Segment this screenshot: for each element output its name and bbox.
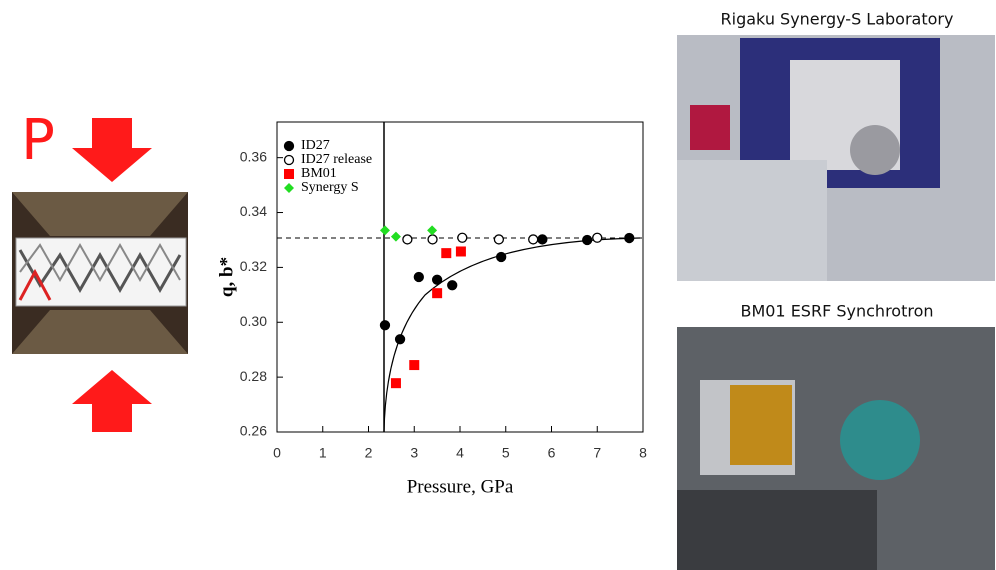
data-point xyxy=(390,378,401,389)
data-point xyxy=(447,280,458,291)
x-tick-label: 5 xyxy=(502,445,510,461)
data-point xyxy=(457,232,468,243)
x-tick-label: 1 xyxy=(319,445,327,461)
fit-curve xyxy=(383,237,641,433)
arrow-up xyxy=(72,370,152,432)
data-point xyxy=(493,234,505,245)
legend-marker xyxy=(284,183,294,193)
y-tick-label: 0.30 xyxy=(240,313,267,329)
data-point xyxy=(537,234,548,245)
data-point xyxy=(413,271,424,283)
data-point xyxy=(441,248,452,259)
photo-bm01 xyxy=(677,327,995,570)
photo-rigaku xyxy=(677,35,995,281)
data-point xyxy=(432,288,443,299)
data-point xyxy=(624,232,635,244)
x-tick-label: 4 xyxy=(456,445,464,461)
x-tick-label: 8 xyxy=(639,445,647,461)
data-point xyxy=(582,234,593,246)
x-tick-label: 7 xyxy=(593,445,601,461)
legend-label: Synergy S xyxy=(301,180,359,195)
x-axis-label: Pressure, GPa xyxy=(407,476,514,497)
data-point xyxy=(427,225,438,236)
x-tick-label: 2 xyxy=(365,445,373,461)
y-tick-label: 0.26 xyxy=(240,423,267,439)
x-tick-label: 6 xyxy=(548,445,556,461)
legend-label: ID27 release xyxy=(301,152,372,167)
y-tick-label: 0.34 xyxy=(240,203,267,219)
legend-marker xyxy=(284,169,294,179)
y-tick-label: 0.32 xyxy=(240,258,267,274)
photo-title: Rigaku Synergy-S Laboratory xyxy=(721,10,954,29)
legend-label: BM01 xyxy=(301,166,337,181)
y-axis-label: q, b* xyxy=(216,257,237,297)
data-point xyxy=(379,320,391,331)
data-point xyxy=(402,234,413,245)
data-point xyxy=(390,231,401,242)
legend-label: ID27 xyxy=(301,138,330,153)
x-tick-label: 0 xyxy=(273,445,281,461)
legend-marker xyxy=(283,154,295,166)
data-point xyxy=(379,225,390,236)
data-point xyxy=(455,246,466,257)
photo-title: BM01 ESRF Synchrotron xyxy=(740,302,933,321)
data-point xyxy=(496,251,507,263)
data-point xyxy=(592,232,603,243)
legend-marker xyxy=(283,140,295,152)
data-point xyxy=(431,274,443,285)
y-tick-label: 0.28 xyxy=(240,368,267,384)
x-tick-label: 3 xyxy=(410,445,418,461)
y-tick-label: 0.36 xyxy=(240,148,267,164)
arrow-down xyxy=(72,118,152,182)
data-point xyxy=(394,334,406,345)
cell-image xyxy=(12,192,188,354)
pressure-symbol: P xyxy=(21,108,55,173)
data-point xyxy=(427,234,438,245)
data-point xyxy=(528,234,539,245)
data-point xyxy=(409,360,420,371)
